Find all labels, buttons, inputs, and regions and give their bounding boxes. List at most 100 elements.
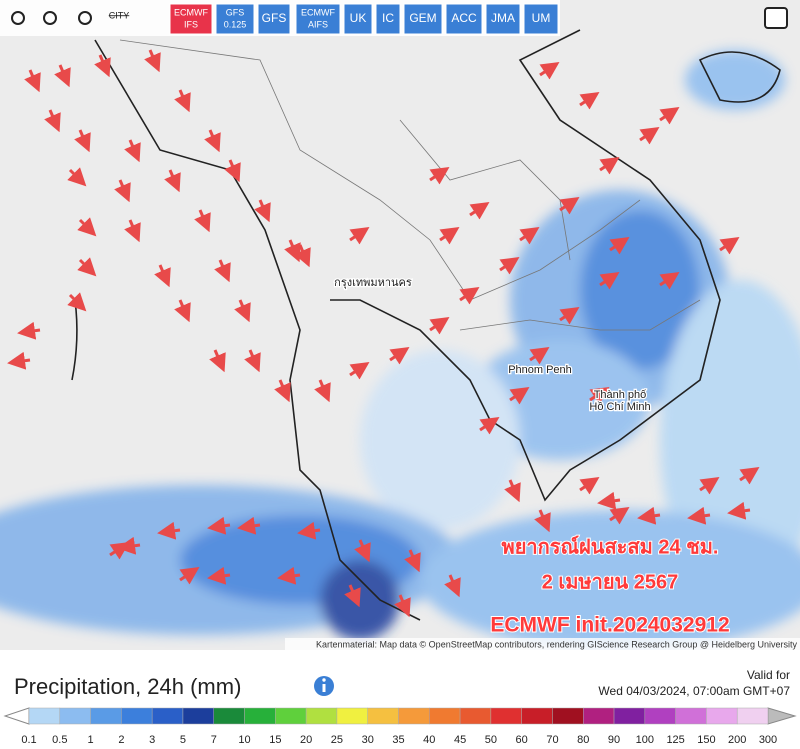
- scale-label: 40: [423, 734, 435, 746]
- wind-arrow: [354, 539, 371, 563]
- wind-arrow: [444, 574, 461, 598]
- scale-label: 80: [577, 734, 589, 746]
- place-label: Hồ Chí Minh: [589, 401, 650, 413]
- model-button[interactable]: [295, 3, 341, 35]
- model-button-label[interactable]: UM: [532, 11, 551, 25]
- model-button[interactable]: [485, 3, 521, 35]
- scale-label: 45: [454, 734, 466, 746]
- zoom-button[interactable]: [78, 11, 92, 25]
- scale-cell: [613, 707, 646, 725]
- model-button[interactable]: [343, 3, 373, 35]
- place-label: Phnom Penh: [508, 364, 572, 376]
- scale-cell: [182, 707, 214, 725]
- model-button-label[interactable]: JMA: [491, 11, 515, 25]
- wind-arrow: [174, 89, 191, 113]
- scale-label: 3: [149, 734, 155, 746]
- scale-label: 1: [88, 734, 94, 746]
- wind-arrow: [244, 349, 261, 373]
- model-button[interactable]: [403, 3, 443, 35]
- wind-arrow: [234, 299, 251, 323]
- model-button[interactable]: [375, 3, 401, 35]
- wind-arrow: [389, 347, 410, 365]
- wind-arrow: [157, 521, 181, 540]
- wind-arrow: [469, 202, 490, 220]
- model-button-label[interactable]: GFS: [262, 11, 287, 25]
- scale-label: 2: [118, 734, 124, 746]
- scale-label: 70: [546, 734, 558, 746]
- wind-arrow: [174, 299, 191, 323]
- wind-arrow: [609, 507, 630, 525]
- wind-arrow: [349, 362, 370, 380]
- model-button[interactable]: [169, 3, 213, 35]
- wind-arrow: [17, 321, 41, 340]
- model-button[interactable]: [215, 3, 255, 35]
- model-button-label[interactable]: AIFS: [308, 19, 328, 29]
- scale-label: 100: [636, 734, 654, 746]
- wind-arrow: [124, 219, 141, 243]
- model-button-label[interactable]: GFS: [226, 7, 245, 17]
- scale-cell: [675, 707, 707, 725]
- wind-arrow: [74, 129, 91, 153]
- wind-arrow: [274, 379, 291, 403]
- wind-arrow: [207, 566, 231, 585]
- scale-cell: [736, 707, 769, 725]
- scale-label: 90: [608, 734, 620, 746]
- wind-arrow: [44, 109, 61, 133]
- wind-arrow: [224, 159, 241, 183]
- wind-arrow: [294, 244, 311, 268]
- model-button-label[interactable]: ACC: [451, 11, 477, 25]
- scale-label: 150: [697, 734, 715, 746]
- scale-label: 15: [269, 734, 281, 746]
- info-icon[interactable]: [314, 676, 334, 696]
- wind-arrow: [599, 272, 620, 290]
- model-button-label[interactable]: IFS: [184, 19, 198, 29]
- wind-arrow: [179, 567, 200, 585]
- wind-arrow: [579, 477, 600, 495]
- wind-arrow: [534, 509, 551, 533]
- city-button[interactable]: CITY: [109, 10, 130, 20]
- legend-title: Precipitation, 24h (mm): [14, 674, 241, 699]
- model-button-label[interactable]: ECMWF: [301, 7, 335, 17]
- wind-arrow: [77, 217, 97, 237]
- scale-cell: [398, 707, 430, 725]
- scale-label: 125: [666, 734, 684, 746]
- wind-arrow: [519, 227, 540, 245]
- model-button[interactable]: [523, 3, 559, 35]
- model-button[interactable]: [257, 3, 291, 35]
- wind-arrow: [559, 307, 580, 325]
- scale-cell: [90, 707, 122, 725]
- scale-label: 5: [180, 734, 186, 746]
- model-button-label[interactable]: IC: [382, 11, 394, 25]
- model-button-label[interactable]: UK: [350, 11, 367, 25]
- scale-cell: [583, 707, 615, 725]
- wind-arrow: [579, 92, 600, 110]
- refresh-button[interactable]: [11, 11, 25, 25]
- wind-arrow: [349, 227, 370, 245]
- wind-arrow: [207, 516, 231, 535]
- wind-arrow: [154, 264, 171, 288]
- model-button-label[interactable]: ECMWF: [174, 7, 208, 17]
- wind-arrow: [639, 127, 660, 145]
- scale-cell: [336, 707, 368, 725]
- scale-cell: [244, 707, 276, 725]
- wind-arrow: [539, 62, 560, 80]
- wind-arrow: [429, 167, 450, 185]
- wind-arrow: [659, 272, 680, 290]
- scale-label: 7: [211, 734, 217, 746]
- share-button[interactable]: [764, 7, 788, 29]
- model-button-label[interactable]: 0.125: [224, 19, 247, 29]
- model-button[interactable]: [445, 3, 483, 35]
- wind-arrow: [24, 69, 41, 93]
- forecast-caption: ECMWF init.2024032912: [490, 614, 729, 637]
- scale-cell: [521, 707, 553, 725]
- model-button-label[interactable]: GEM: [409, 11, 436, 25]
- scale-cell: [213, 707, 245, 725]
- wind-arrow: [77, 257, 97, 277]
- wind-arrow: [344, 584, 361, 608]
- wind-arrow: [164, 169, 181, 193]
- location-button[interactable]: [43, 11, 57, 25]
- scale-label: 300: [759, 734, 777, 746]
- scale-label: 35: [392, 734, 404, 746]
- scale-label: 50: [485, 734, 497, 746]
